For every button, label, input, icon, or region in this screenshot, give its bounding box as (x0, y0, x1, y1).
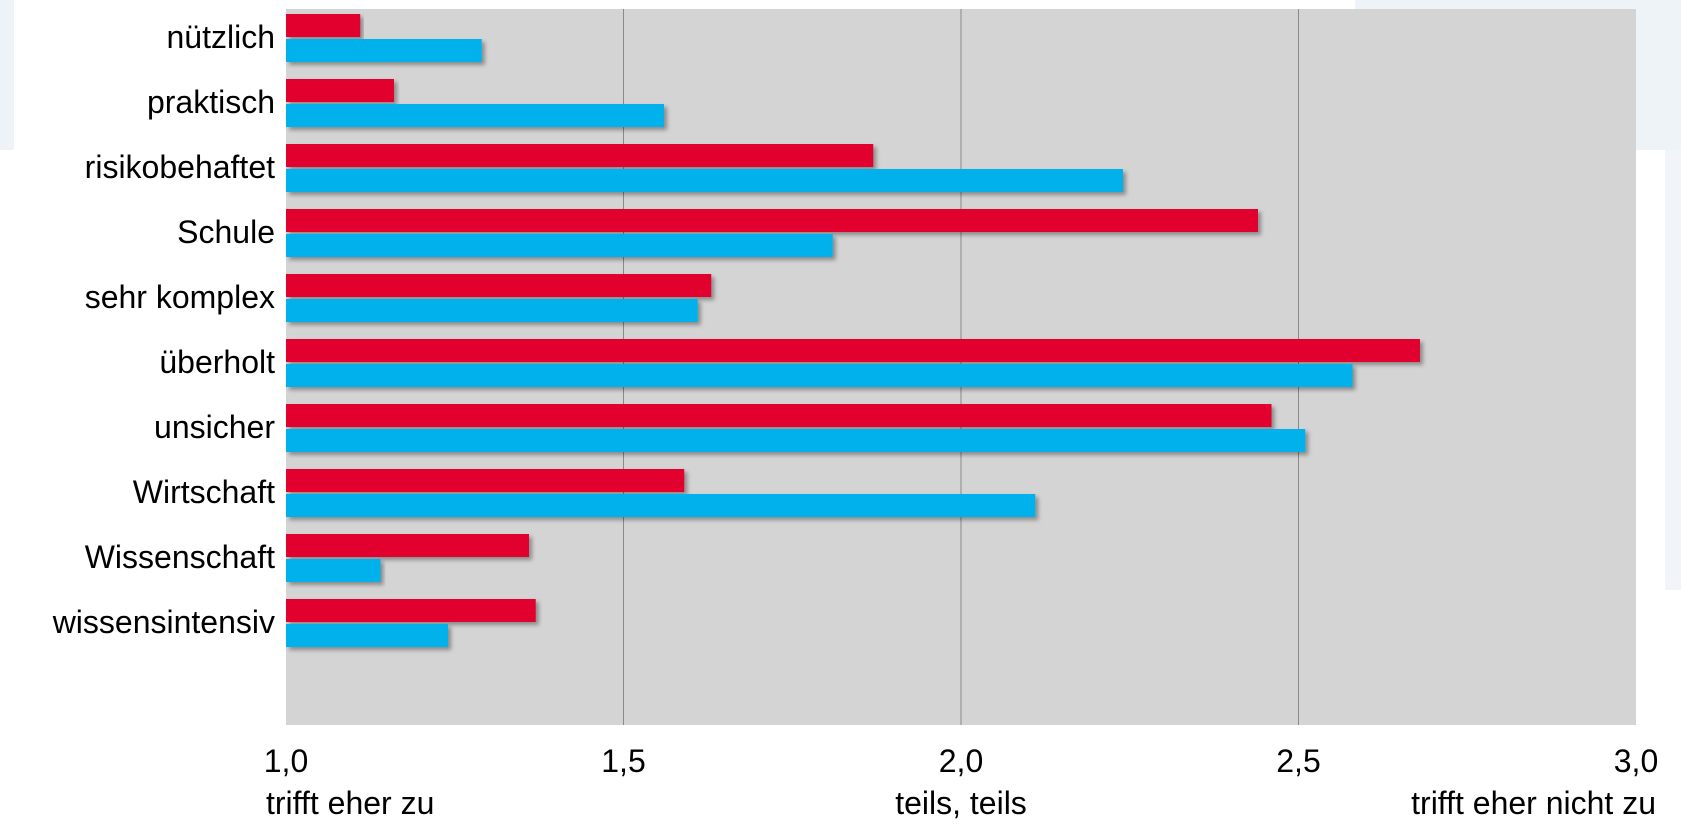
category-label-0: nützlich (167, 19, 276, 55)
bar-red-1 (286, 79, 394, 102)
scale-label-0: trifft eher zu (266, 785, 434, 821)
bar-blue-4 (286, 299, 698, 322)
bar-red-6 (286, 404, 1272, 427)
scale-label-2: trifft eher nicht zu (1411, 785, 1656, 821)
bar-red-9 (286, 599, 536, 622)
x-tick-labels: 1,0 1,5 2,0 2,5 3,0 (264, 743, 1658, 779)
category-label-9: wissensintensiv (52, 604, 275, 640)
category-label-2: risikobehaftet (85, 149, 275, 185)
bar-blue-1 (286, 104, 664, 127)
x-tick-label-0: 1,0 (264, 743, 308, 779)
category-labels: nützlich praktisch risikobehaftet Schule seh… (52, 19, 276, 640)
bar-red-7 (286, 469, 685, 492)
bar-blue-7 (286, 494, 1036, 517)
category-label-4: sehr komplex (85, 279, 275, 315)
category-label-7: Wirtschaft (133, 474, 275, 510)
bar-red-5 (286, 339, 1420, 362)
bar-blue-2 (286, 169, 1123, 192)
bar-blue-8 (286, 559, 381, 582)
x-tick-label-1: 1,5 (601, 743, 645, 779)
bar-blue-6 (286, 429, 1306, 452)
x-tick-label-4: 3,0 (1614, 743, 1658, 779)
background-panel-left (0, 0, 14, 150)
category-label-5: überholt (159, 344, 275, 380)
scale-label-1: teils, teils (895, 785, 1027, 821)
category-label-3: Schule (177, 214, 275, 250)
category-label-1: praktisch (147, 84, 275, 120)
bar-blue-0 (286, 39, 482, 62)
scale-labels: trifft eher zu teils, teils trifft eher ni… (266, 785, 1656, 821)
bars (286, 14, 1420, 647)
bar-blue-3 (286, 234, 833, 257)
bar-red-3 (286, 209, 1258, 232)
category-label-8: Wissenschaft (85, 539, 275, 575)
x-tick-label-3: 2,5 (1276, 743, 1320, 779)
bar-blue-9 (286, 624, 448, 647)
x-tick-label-2: 2,0 (939, 743, 983, 779)
bar-red-2 (286, 144, 874, 167)
bar-red-8 (286, 534, 529, 557)
category-label-6: unsicher (154, 409, 275, 445)
bar-blue-5 (286, 364, 1353, 387)
background-panel-right-edge (1665, 150, 1681, 590)
bar-red-0 (286, 14, 361, 37)
bar-red-4 (286, 274, 712, 297)
